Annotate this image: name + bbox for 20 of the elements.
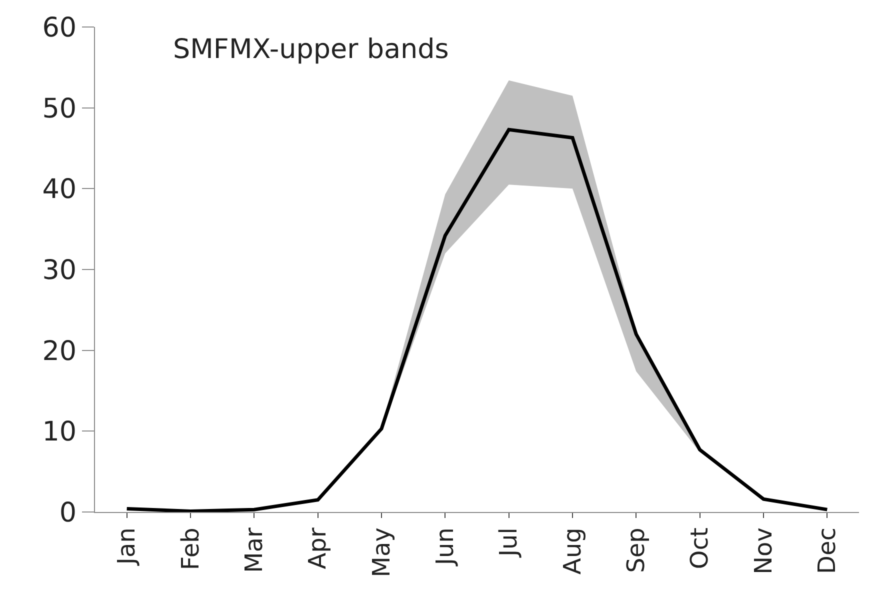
y-tick-label: 0 xyxy=(59,497,77,528)
y-tick-label: 40 xyxy=(42,174,77,206)
x-tick-label: Nov xyxy=(749,528,778,574)
y-tick-label: 10 xyxy=(42,416,77,448)
y-tick-label: 60 xyxy=(42,12,77,44)
chart-title: SMFMX-upper bands xyxy=(173,34,449,65)
x-tick-label: Feb xyxy=(176,528,204,570)
x-tick-label: Dec xyxy=(812,528,841,574)
x-tick-label: Mar xyxy=(240,527,268,573)
x-tick-label: Jan xyxy=(112,528,141,567)
x-tick-label: Jul xyxy=(494,528,523,559)
x-tick-label: Apr xyxy=(304,527,332,570)
x-tick-label: Oct xyxy=(686,528,714,570)
y-tick-label: 50 xyxy=(42,93,77,124)
x-tick-label: Jun xyxy=(430,528,459,568)
y-tick-label: 30 xyxy=(42,254,77,286)
y-tick-label: 20 xyxy=(42,336,77,367)
x-tick-label: May xyxy=(367,528,396,578)
x-tick-label: Aug xyxy=(558,528,586,574)
x-tick-label: Sep xyxy=(622,528,650,573)
